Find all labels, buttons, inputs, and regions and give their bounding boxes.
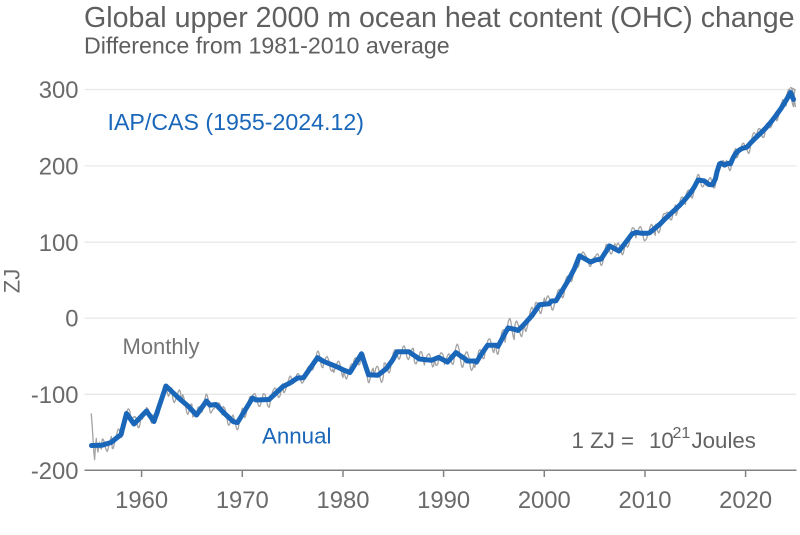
svg-text:1980: 1980 bbox=[317, 487, 370, 514]
svg-text:200: 200 bbox=[39, 154, 79, 181]
svg-text:Difference from 1981-2010 aver: Difference from 1981-2010 average bbox=[84, 33, 450, 59]
svg-text:100: 100 bbox=[39, 230, 79, 257]
svg-text:Annual: Annual bbox=[262, 424, 331, 449]
svg-text:21: 21 bbox=[673, 425, 691, 442]
svg-text:Joules: Joules bbox=[692, 428, 756, 453]
svg-text:300: 300 bbox=[39, 77, 79, 104]
svg-text:2000: 2000 bbox=[518, 487, 571, 514]
svg-text:1990: 1990 bbox=[417, 487, 470, 514]
svg-text:Global upper 2000 m ocean heat: Global upper 2000 m ocean heat content (… bbox=[84, 2, 795, 34]
svg-text:0: 0 bbox=[65, 306, 78, 333]
svg-text:IAP/CAS (1955-2024.12): IAP/CAS (1955-2024.12) bbox=[108, 109, 365, 135]
svg-text:10: 10 bbox=[649, 428, 674, 453]
svg-text:-100: -100 bbox=[31, 382, 79, 409]
svg-text:1960: 1960 bbox=[115, 487, 168, 514]
svg-text:ZJ: ZJ bbox=[0, 269, 25, 293]
svg-text:1970: 1970 bbox=[216, 487, 269, 514]
svg-text:1 ZJ =: 1 ZJ = bbox=[572, 428, 635, 453]
svg-text:2020: 2020 bbox=[719, 487, 772, 514]
svg-text:Monthly: Monthly bbox=[123, 334, 200, 359]
svg-text:-200: -200 bbox=[31, 458, 79, 485]
svg-text:2010: 2010 bbox=[619, 487, 672, 514]
